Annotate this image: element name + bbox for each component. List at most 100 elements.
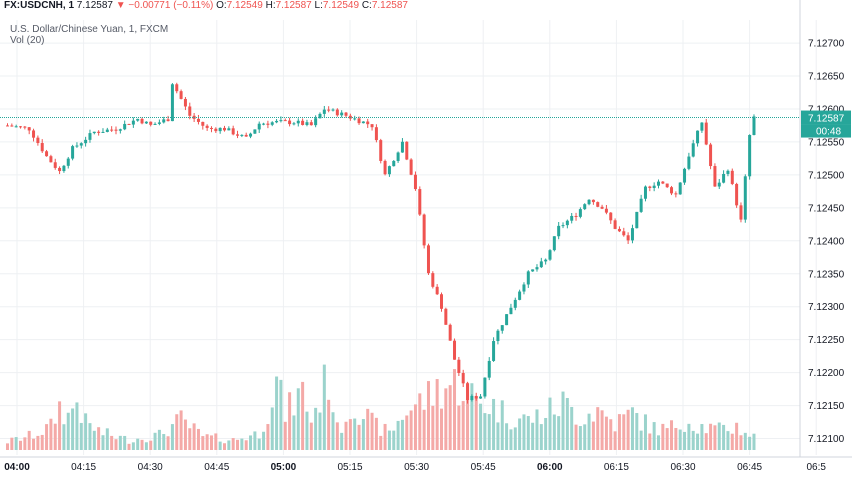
- candle-body: [335, 109, 339, 116]
- candle-body: [735, 183, 739, 206]
- volume-bar: [609, 419, 613, 450]
- volume-bar: [253, 431, 257, 450]
- candle-body: [466, 383, 470, 401]
- volume-bar: [622, 414, 626, 450]
- volume-bar: [361, 419, 365, 450]
- volume-bar: [366, 408, 370, 450]
- candle-body: [162, 119, 166, 123]
- volume-bar: [32, 438, 36, 450]
- volume-bar: [717, 422, 721, 450]
- volume-bar: [496, 422, 500, 450]
- candle-body: [179, 91, 183, 99]
- candle-body: [539, 261, 543, 268]
- x-tick-label: 06:00: [537, 462, 563, 473]
- candle-body: [175, 84, 179, 92]
- candle-body: [318, 113, 322, 119]
- volume-bar: [509, 429, 513, 450]
- volume-bar: [431, 405, 435, 450]
- volume-label: Vol (20): [10, 35, 45, 46]
- candle-body: [413, 174, 417, 190]
- volume-bar: [84, 413, 88, 450]
- candle-body: [461, 372, 465, 384]
- candle-body: [752, 116, 756, 135]
- candle-body: [71, 146, 75, 159]
- volume-bar: [752, 433, 756, 450]
- candle-body: [687, 156, 691, 169]
- volume-bar: [678, 429, 682, 450]
- candle-body: [613, 220, 617, 229]
- candle-body: [509, 307, 513, 315]
- candle-body: [683, 168, 687, 183]
- volume-bar: [318, 412, 322, 450]
- candle-body: [196, 118, 200, 122]
- volume-bar: [730, 433, 734, 450]
- volume-bar: [413, 404, 417, 450]
- volume-bar: [170, 424, 174, 450]
- candle-body: [309, 122, 313, 126]
- volume-bar: [487, 414, 491, 450]
- candle-body: [722, 173, 726, 183]
- down-arrow-icon: ▼: [115, 0, 126, 11]
- candle-body: [110, 129, 114, 131]
- volume-bar: [735, 422, 739, 450]
- x-tick-label: 04:15: [71, 462, 96, 473]
- candle-body: [23, 126, 27, 128]
- volume-bar: [140, 439, 144, 450]
- candle-body: [639, 198, 643, 212]
- y-tick-label: 7.12200: [808, 368, 845, 379]
- candle-body: [344, 112, 348, 116]
- candle-body: [630, 228, 634, 241]
- candle-body: [149, 121, 153, 125]
- volume-bar: [470, 383, 474, 450]
- volume-bar: [136, 438, 140, 450]
- candle-body: [578, 209, 582, 217]
- volume-bar: [444, 388, 448, 450]
- volume-bar: [591, 421, 595, 450]
- volume-bar: [175, 414, 179, 450]
- candle-body: [387, 166, 391, 175]
- volume-bar: [209, 435, 213, 450]
- candle-body: [565, 220, 569, 226]
- candle-body: [661, 181, 665, 184]
- candle-body: [591, 199, 595, 203]
- candle-body: [587, 199, 591, 205]
- candle-body: [305, 122, 309, 125]
- candle-body: [279, 120, 283, 122]
- low-value: 7.12549: [322, 0, 360, 11]
- candle-body: [440, 294, 443, 309]
- volume-bar: [440, 408, 443, 450]
- candle-body: [79, 143, 83, 146]
- x-tick-label: 06:45: [737, 462, 762, 473]
- volume-bar: [214, 433, 218, 450]
- candle-body: [453, 340, 457, 360]
- volume-bar: [262, 431, 266, 450]
- volume-bar: [709, 423, 713, 450]
- volume-bar: [179, 410, 183, 450]
- candle-body: [535, 267, 539, 270]
- candle-body: [262, 123, 266, 125]
- volume-bar: [474, 396, 478, 450]
- candle-body: [205, 125, 209, 128]
- volume-bar: [223, 443, 226, 450]
- volume-bar: [392, 430, 396, 450]
- x-tick-label: 06:15: [604, 462, 629, 473]
- candle-body: [331, 109, 335, 111]
- volume-bar: [578, 426, 582, 450]
- volume-bar: [665, 428, 669, 450]
- volume-bar: [674, 427, 678, 450]
- volume-bar: [348, 419, 352, 450]
- candle-body: [717, 182, 721, 187]
- volume-bar: [309, 422, 313, 450]
- candle-body: [626, 235, 630, 241]
- close-value: 7.12587: [371, 0, 408, 11]
- volume-bar: [357, 424, 361, 450]
- candle-body: [84, 139, 88, 144]
- y-tick-label: 7.12350: [808, 269, 845, 280]
- volume-bar: [683, 431, 687, 450]
- candle-body: [561, 225, 565, 227]
- volume-bar: [483, 413, 487, 450]
- candle-body: [713, 166, 717, 187]
- candle-body: [140, 118, 144, 124]
- candle-body: [223, 127, 226, 131]
